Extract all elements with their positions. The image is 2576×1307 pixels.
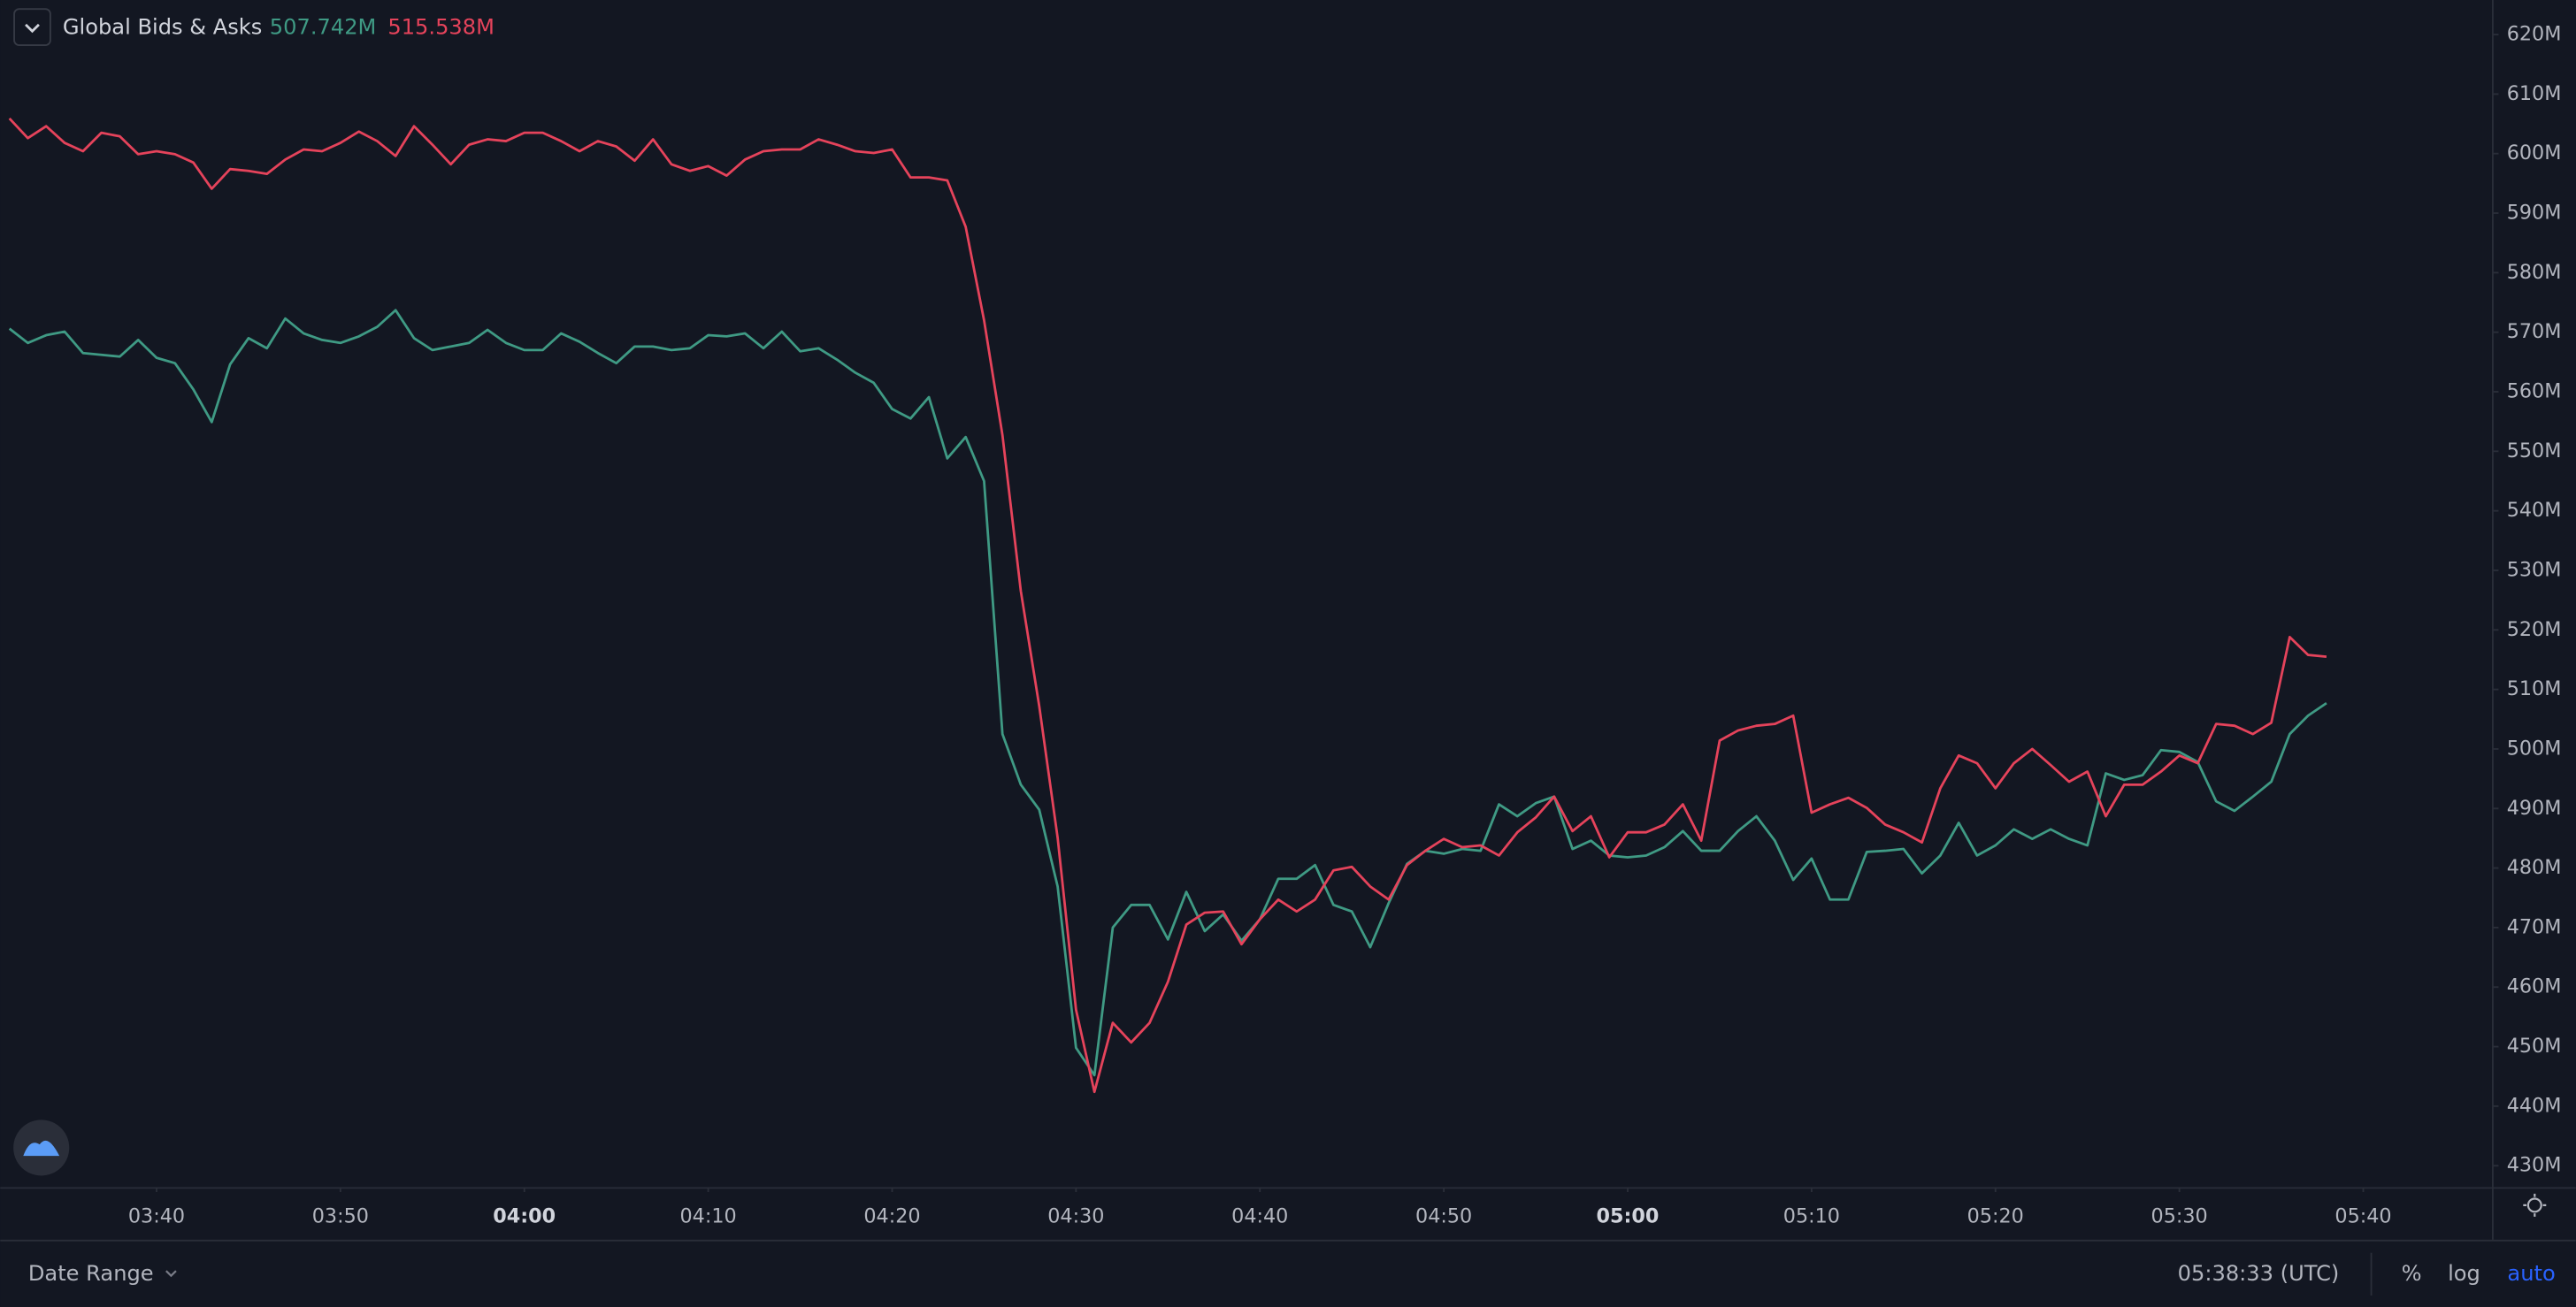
percent-toggle[interactable]: % [2402,1261,2422,1286]
y-tick-label: 510M [2507,677,2562,700]
settings-icon[interactable] [2523,1193,2547,1217]
legend-value: 507.742M [270,15,377,40]
x-tick-label: 03:40 [128,1204,185,1227]
y-tick-label: 500M [2507,737,2562,760]
chevron-icon[interactable] [25,23,40,34]
collapse-box[interactable] [13,8,51,46]
series-line [8,118,2327,1094]
legend-value: 515.538M [387,15,494,40]
y-tick-label: 530M [2507,558,2562,581]
x-tick-label: 04:30 [1047,1204,1104,1227]
y-tick-label: 490M [2507,797,2562,820]
y-tick-label: 580M [2507,261,2562,284]
y-tick-label: 520M [2507,618,2562,641]
x-tick-label: 04:00 [493,1204,556,1227]
y-tick-label: 540M [2507,499,2562,522]
x-tick-label: 04:40 [1231,1204,1288,1227]
y-tick-label: 480M [2507,856,2562,879]
y-tick-label: 590M [2507,202,2562,225]
date-range-chevron[interactable] [165,1270,177,1278]
y-tick-label: 620M [2507,23,2562,46]
x-tick-label: 05:10 [1783,1204,1840,1227]
log-toggle[interactable]: log [2448,1261,2480,1286]
y-tick-label: 440M [2507,1094,2562,1117]
y-tick-label: 600M [2507,141,2562,164]
x-tick-label: 05:20 [1967,1204,2024,1227]
logo-icon[interactable] [23,1140,60,1157]
clock: 05:38:33 (UTC) [2178,1261,2340,1286]
y-tick-label: 470M [2507,915,2562,938]
x-tick-label: 05:00 [1597,1204,1660,1227]
x-tick-label: 05:30 [2151,1204,2208,1227]
collapse-button[interactable] [13,8,51,46]
y-tick-label: 610M [2507,82,2562,105]
series-line [8,309,2327,1077]
legend-title: Global Bids & Asks [63,15,263,40]
auto-toggle[interactable]: auto [2507,1261,2555,1286]
y-tick-label: 460M [2507,975,2562,998]
date-range-button[interactable]: Date Range [28,1261,154,1286]
y-tick-label: 560M [2507,379,2562,402]
x-tick-label: 03:50 [312,1204,369,1227]
y-tick-label: 430M [2507,1154,2562,1177]
x-tick-label: 04:50 [1415,1204,1472,1227]
y-tick-label: 450M [2507,1035,2562,1058]
x-tick-label: 05:40 [2334,1204,2391,1227]
y-tick-label: 570M [2507,320,2562,343]
x-tick-label: 04:10 [680,1204,737,1227]
y-tick-label: 550M [2507,439,2562,462]
x-tick-label: 04:20 [863,1204,920,1227]
logo[interactable] [13,1120,70,1176]
